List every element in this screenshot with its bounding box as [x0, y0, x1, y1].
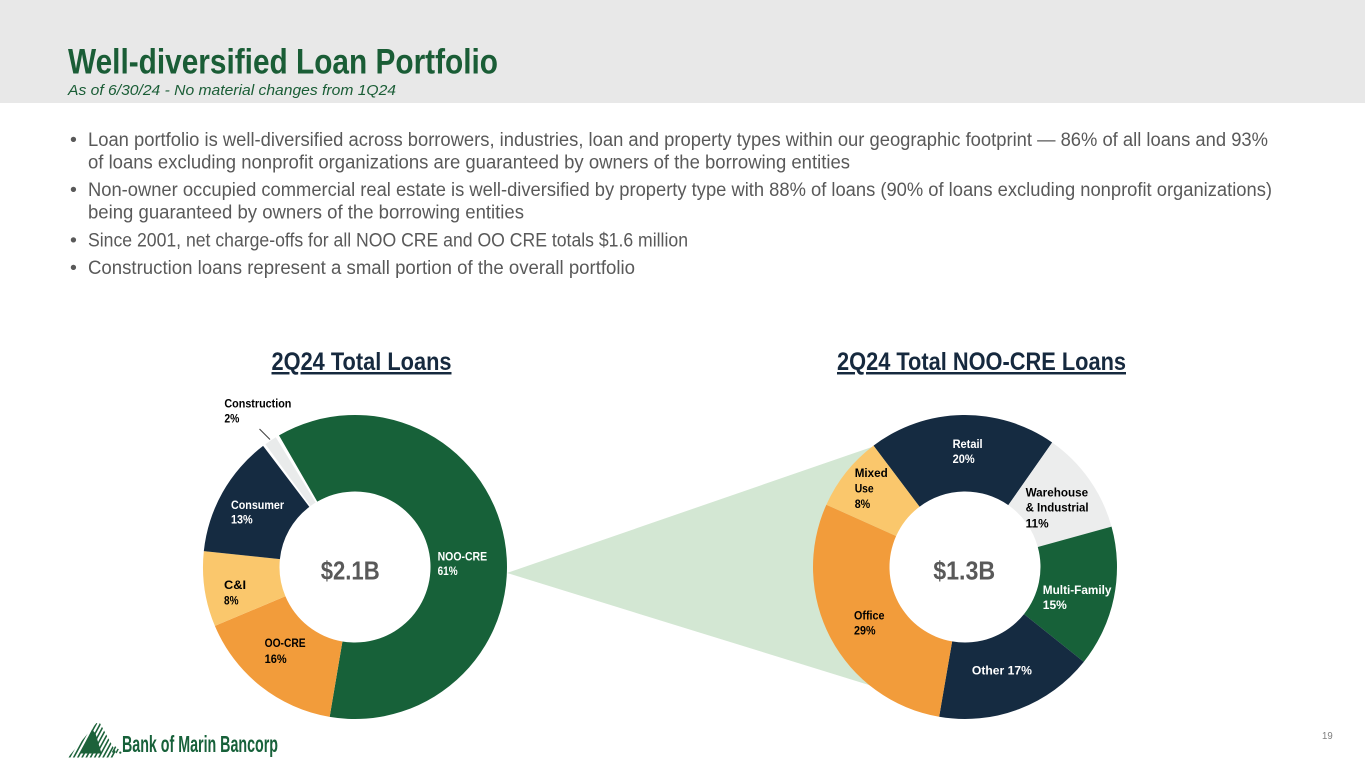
svg-text:29%: 29%: [854, 623, 876, 637]
svg-text:of loans excluding nonprofit o: of loans excluding nonprofit organizatio…: [88, 152, 850, 174]
svg-text:2Q24 Total Loans: 2Q24 Total Loans: [272, 349, 452, 376]
svg-text:Bank of Marin Bancorp: Bank of Marin Bancorp: [122, 731, 278, 757]
svg-text:Multi-Family: Multi-Family: [1043, 583, 1112, 597]
svg-text:Office: Office: [854, 609, 885, 623]
svg-text:8%: 8%: [224, 594, 239, 608]
svg-text:•: •: [70, 129, 77, 151]
svg-text:$1.3B: $1.3B: [933, 557, 995, 585]
svg-text:As of 6/30/24 - No material ch: As of 6/30/24 - No material changes from…: [67, 82, 396, 99]
svg-text:•: •: [70, 230, 77, 252]
svg-text:8%: 8%: [855, 497, 871, 511]
svg-text:Use: Use: [855, 482, 874, 496]
svg-text:Non-owner occupied commercial: Non-owner occupied commercial real estat…: [88, 179, 1272, 201]
svg-text:Well-diversified Loan Portfoli: Well-diversified Loan Portfolio: [68, 43, 498, 82]
svg-text:being guaranteed by owners of: being guaranteed by owners of the borrow…: [88, 202, 524, 224]
svg-text:2Q24 Total NOO-CRE Loans: 2Q24 Total NOO-CRE Loans: [837, 349, 1126, 376]
svg-text:16%: 16%: [265, 652, 287, 666]
svg-text:Warehouse: Warehouse: [1026, 486, 1089, 500]
svg-text:11%: 11%: [1026, 516, 1049, 530]
svg-text:Retail: Retail: [953, 437, 983, 451]
svg-text:Other 17%: Other 17%: [972, 663, 1032, 677]
svg-text:Since 2001, net charge-offs fo: Since 2001, net charge-offs for all NOO …: [88, 230, 688, 252]
svg-text:Consumer: Consumer: [231, 498, 284, 512]
svg-text:19: 19: [1322, 731, 1333, 742]
svg-text:Construction: Construction: [224, 397, 291, 411]
svg-text:2%: 2%: [224, 411, 239, 425]
svg-text:20%: 20%: [953, 452, 975, 466]
svg-text:Construction loans represent a: Construction loans represent a small por…: [88, 257, 635, 279]
svg-text:NOO-CRE: NOO-CRE: [438, 550, 488, 564]
svg-text:Mixed: Mixed: [855, 466, 888, 480]
svg-text:C&I: C&I: [224, 578, 246, 592]
svg-text:•: •: [70, 257, 77, 279]
svg-text:OO-CRE: OO-CRE: [265, 636, 306, 650]
svg-text:•: •: [70, 179, 77, 201]
svg-text:Loan portfolio is well-diversi: Loan portfolio is well-diversified acros…: [88, 129, 1268, 151]
svg-text:$2.1B: $2.1B: [321, 557, 380, 585]
svg-text:& Industrial: & Industrial: [1026, 501, 1089, 515]
svg-text:15%: 15%: [1043, 598, 1067, 612]
svg-text:13%: 13%: [231, 512, 253, 526]
svg-text:61%: 61%: [438, 564, 458, 578]
